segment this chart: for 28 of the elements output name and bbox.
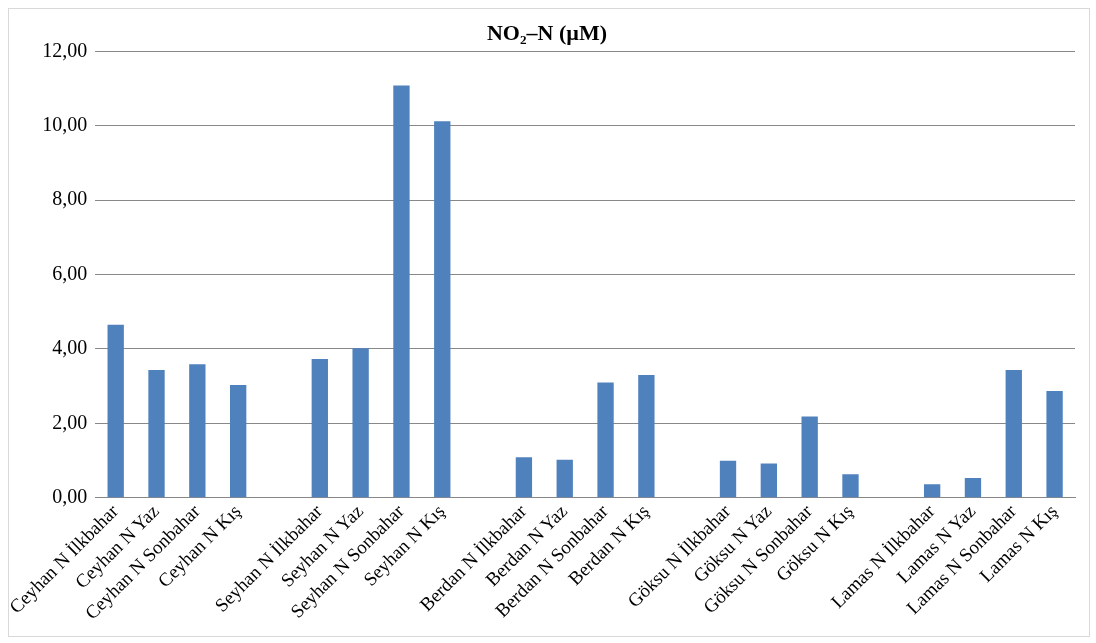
bar [515, 457, 533, 498]
y-tick-label: 2,00 [52, 410, 88, 433]
bar [964, 477, 982, 498]
y-tick-label: 6,00 [52, 261, 88, 284]
bar [189, 364, 206, 498]
chart-title: NO₂–N (µM) [486, 19, 608, 45]
bar [597, 382, 614, 498]
y-tick-label: 4,00 [52, 336, 88, 359]
bar [719, 460, 737, 498]
bar [107, 324, 124, 498]
bar [1005, 370, 1022, 498]
bar [311, 358, 328, 498]
bar [842, 474, 859, 498]
bar [801, 416, 818, 498]
y-tick-label: 8,00 [52, 187, 88, 210]
y-tick-label: 0,00 [52, 484, 88, 507]
y-tick-label: 10,00 [42, 113, 88, 136]
bar [230, 384, 247, 498]
bar [148, 370, 165, 498]
bar [556, 459, 573, 498]
bar [393, 85, 410, 498]
bar [434, 121, 451, 498]
bar [760, 463, 777, 498]
y-tick-label: 12,00 [42, 38, 88, 61]
bar [638, 374, 655, 498]
bar [352, 348, 369, 498]
bar [923, 484, 941, 498]
bar [1046, 390, 1063, 498]
